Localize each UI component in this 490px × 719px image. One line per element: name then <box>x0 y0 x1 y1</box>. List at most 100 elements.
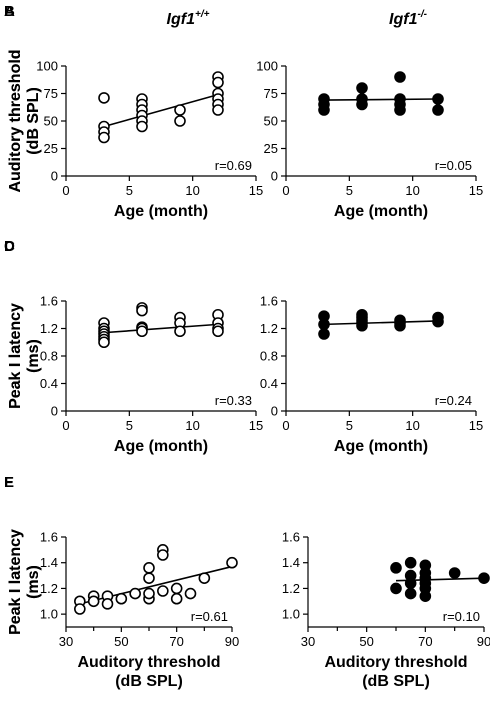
panel-D: D 0 5 10 15 0 0.4 0.8 1.2 1.6 Age (month) Peak I la… <box>4 238 483 455</box>
y-tick-label-C-1: 0.4 <box>40 376 58 391</box>
r-value-B: r=0.05 <box>435 158 472 173</box>
y-axis-label-E: Peak I latency(ms) <box>7 529 42 635</box>
y-tick-label-E-2: 1.4 <box>40 555 58 570</box>
y-tick-label-F-0: 1.0 <box>282 607 300 622</box>
x-tick-label-F-3: 90 <box>477 634 490 649</box>
point-E-16 <box>170 592 183 605</box>
fit-line-C <box>103 323 219 334</box>
point-A-3 <box>98 131 110 144</box>
x-tick-label-B-0: 0 <box>282 183 289 198</box>
panel-E: E 30 50 70 90 1.0 1.2 1.4 1.6 Auditory threshold (… <box>4 474 239 690</box>
y-tick-label-B-1: 25 <box>264 141 278 156</box>
point-E-11 <box>143 587 155 600</box>
point-C-11 <box>136 325 148 338</box>
x-tick-label-E-0: 30 <box>59 634 73 649</box>
r-value-F: r=0.10 <box>443 609 480 624</box>
point-E-7 <box>129 587 141 600</box>
y-axis-label-line-E-0: Peak I latency <box>7 529 24 635</box>
col-title-ko-sup: -/- <box>418 9 428 20</box>
point-F-5 <box>404 587 417 600</box>
y-axis-label-line-B-0: Auditory threshold <box>7 49 24 192</box>
x-tick-label-B-2: 10 <box>405 183 419 198</box>
point-C-8 <box>136 304 148 317</box>
y-tick-label-F-1: 1.2 <box>282 581 300 596</box>
x-tick-label-A-1: 5 <box>126 183 133 198</box>
x-tick-label-D-2: 10 <box>405 418 419 433</box>
y-tick-label-C-0: 0 <box>51 404 58 419</box>
point-E-19 <box>226 556 238 569</box>
panel-letter-D: D <box>4 238 15 255</box>
y-tick-label-A-0: 0 <box>51 169 58 184</box>
point-F-13 <box>478 572 490 584</box>
x-tick-label-F-1: 50 <box>359 634 373 649</box>
x-axis-label-line-B-0: Age (month) <box>334 203 428 220</box>
point-E-6 <box>115 592 128 605</box>
y-tick-label-E-3: 1.6 <box>40 530 58 545</box>
x-tick-label-D-1: 5 <box>346 418 353 433</box>
x-tick-label-E-1: 50 <box>114 634 128 649</box>
x-axis-label-line-C-0: Age (month) <box>114 438 208 455</box>
x-axis-label-line-E-0: Auditory threshold <box>77 654 220 671</box>
point-A-13 <box>212 76 224 89</box>
point-D-12 <box>432 315 444 328</box>
point-D-1 <box>318 318 330 331</box>
y-axis-label-line-E-1: (ms) <box>25 565 42 599</box>
point-C-18 <box>212 325 224 338</box>
point-D-10 <box>394 319 406 332</box>
point-B-3 <box>356 82 368 94</box>
fit-line-B <box>323 98 439 101</box>
point-A-9 <box>136 120 148 133</box>
y-tick-label-D-2: 0.8 <box>260 349 278 364</box>
point-F-12 <box>448 567 461 579</box>
y-tick-label-A-4: 100 <box>36 59 58 74</box>
x-tick-label-C-0: 0 <box>62 418 69 433</box>
panel-letter-C: C <box>4 238 15 255</box>
point-E-1 <box>74 603 86 615</box>
y-tick-label-C-4: 1.6 <box>40 294 58 309</box>
y-tick-label-D-1: 0.4 <box>260 376 278 391</box>
point-B-11 <box>432 104 444 116</box>
point-F-1 <box>390 582 402 595</box>
x-tick-label-E-3: 90 <box>225 634 239 649</box>
y-tick-label-D-3: 1.2 <box>260 321 278 336</box>
point-A-10 <box>174 104 186 116</box>
panel-letter-B: B <box>4 3 15 20</box>
x-axis-label-D: Age (month) <box>334 438 428 455</box>
y-tick-label-F-3: 1.6 <box>282 530 300 545</box>
y-tick-label-E-1: 1.2 <box>40 581 58 596</box>
y-axis-label-line-C-0: Peak I latency <box>7 303 24 409</box>
fit-line-A <box>103 93 219 128</box>
panel-letter-F: F <box>4 474 13 491</box>
point-D-2 <box>318 328 330 340</box>
point-E-17 <box>184 587 197 600</box>
x-axis-label-A: Age (month) <box>114 203 208 220</box>
y-axis-label-line-B-1: (dB SPL) <box>25 87 42 155</box>
r-value-E: r=0.61 <box>191 609 228 624</box>
y-tick-label-C-2: 0.8 <box>40 349 58 364</box>
x-axis-label-line-F-0: Auditory threshold <box>324 654 467 671</box>
y-tick-label-D-0: 0 <box>271 404 278 419</box>
y-tick-label-B-3: 75 <box>264 86 278 101</box>
y-tick-label-A-1: 25 <box>44 141 58 156</box>
y-axis-label-line-C-1: (ms) <box>25 339 42 373</box>
col-title-ko-base: Igf1 <box>389 11 418 28</box>
point-E-5 <box>101 598 114 610</box>
point-D-7 <box>356 319 368 332</box>
y-tick-label-A-2: 50 <box>44 114 58 129</box>
x-tick-label-A-3: 15 <box>249 183 263 198</box>
r-value-C: r=0.33 <box>215 393 252 408</box>
x-tick-label-D-0: 0 <box>282 418 289 433</box>
point-B-5 <box>356 98 368 111</box>
y-axis-label-line-D-0: Peak I latency <box>7 303 24 409</box>
y-tick-label-B-2: 50 <box>264 114 278 129</box>
fit-line-D <box>323 320 439 326</box>
point-A-11 <box>174 115 186 127</box>
point-E-8 <box>143 562 155 574</box>
panel-B: B 0 5 10 15 0 25 50 75 100 Age (month) Auditory thr… <box>4 3 483 220</box>
y-axis-label-line-D-1: (ms) <box>25 339 42 373</box>
point-A-17 <box>212 104 224 116</box>
y-tick-label-D-4: 1.6 <box>260 294 278 309</box>
y-axis-label-D: Peak I latency(ms) <box>7 303 42 409</box>
x-tick-label-A-0: 0 <box>62 183 69 198</box>
